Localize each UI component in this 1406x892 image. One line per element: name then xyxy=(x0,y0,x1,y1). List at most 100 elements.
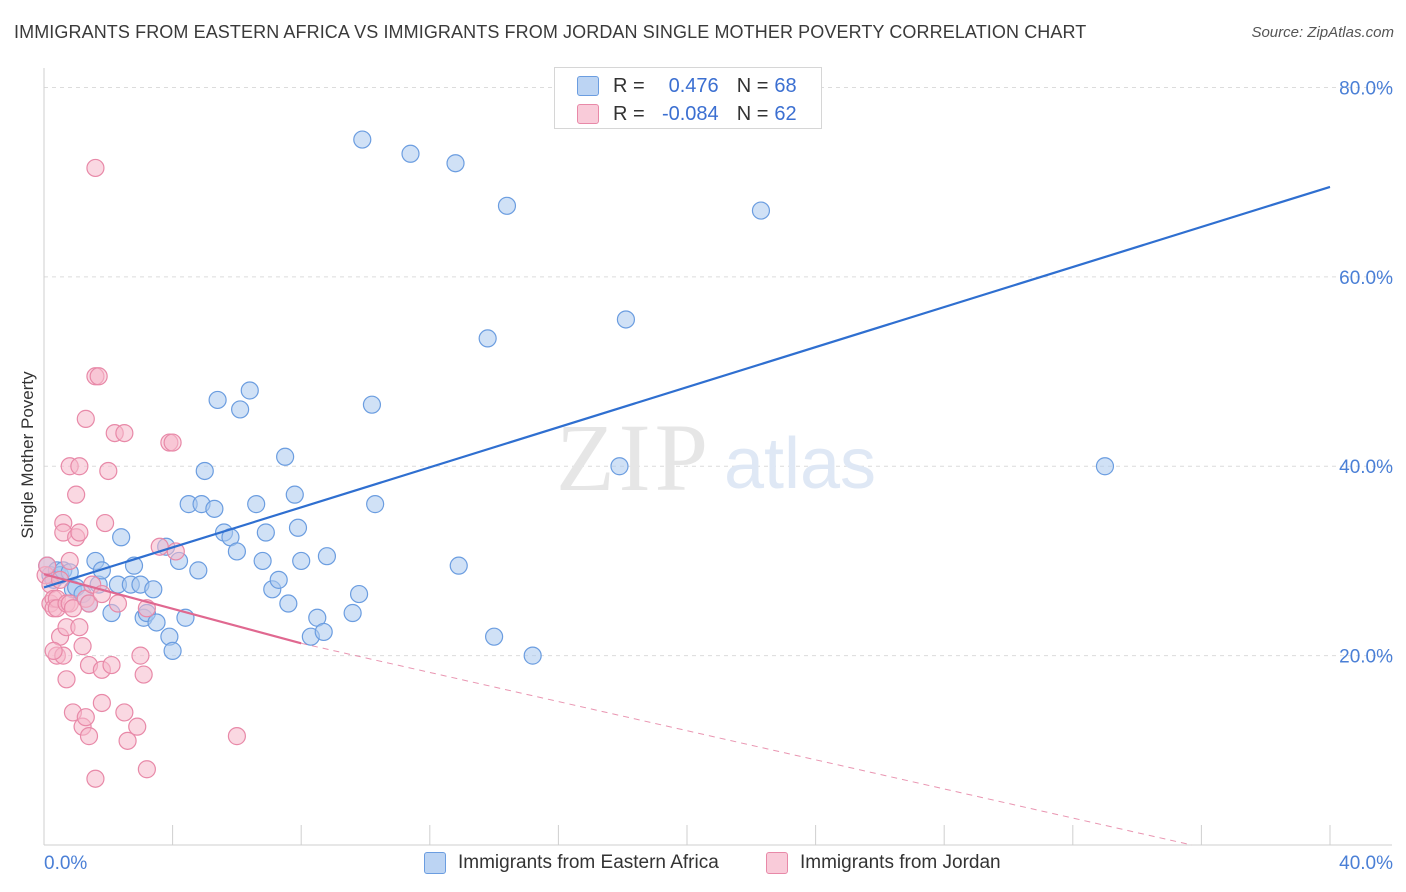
y-tick-label: 20.0% xyxy=(1339,647,1393,668)
point-eastern-africa xyxy=(256,523,275,542)
chart-title: IMMIGRANTS FROM EASTERN AFRICA VS IMMIGR… xyxy=(14,22,1087,42)
point-eastern-africa xyxy=(285,485,304,504)
grid-layer xyxy=(44,86,1392,657)
watermark-atlas: atlas xyxy=(724,424,876,504)
x-axis-min-label: 0.0% xyxy=(44,853,88,874)
point-eastern-africa xyxy=(485,627,504,646)
point-eastern-africa xyxy=(366,495,385,514)
y-tick-label: 80.0% xyxy=(1339,78,1393,99)
point-eastern-africa xyxy=(195,461,214,481)
stats-legend: R = 0.476 N = 68 R = -0.084 N = 62 xyxy=(554,67,822,129)
series-legend: Immigrants from Eastern Africa Immigrant… xyxy=(0,852,1406,878)
point-jordan xyxy=(76,708,95,727)
x-axis-max-label: 40.0% xyxy=(1339,853,1393,874)
legend-label: Immigrants from Jordan xyxy=(800,852,1001,873)
tick-label-layer: 20.0% 40.0% 60.0% 80.0% xyxy=(1339,78,1393,667)
point-jordan xyxy=(102,655,121,675)
point-eastern-africa xyxy=(112,528,131,547)
watermark-zip: ZIP xyxy=(556,404,712,511)
trendline-jordan-extension xyxy=(301,642,1192,846)
point-jordan xyxy=(163,433,182,452)
stats-row-jordan: R = -0.084 N = 62 xyxy=(577,100,797,128)
point-eastern-africa xyxy=(144,580,163,599)
point-jordan xyxy=(227,727,246,746)
point-eastern-africa xyxy=(610,457,629,476)
stats-row-eastern-africa: R = 0.476 N = 68 xyxy=(577,72,797,100)
y-tick-label: 40.0% xyxy=(1339,457,1393,478)
point-jordan xyxy=(108,594,128,613)
point-jordan xyxy=(38,556,57,575)
point-eastern-africa xyxy=(449,556,468,575)
point-eastern-africa xyxy=(247,495,266,514)
blue-swatch xyxy=(424,852,446,874)
legend-item-jordan[interactable]: Immigrants from Jordan xyxy=(766,852,1001,874)
n-label: N = xyxy=(736,102,769,125)
point-eastern-africa xyxy=(269,570,288,589)
point-eastern-africa xyxy=(446,154,465,173)
point-jordan xyxy=(79,727,99,746)
point-eastern-africa xyxy=(616,310,636,329)
point-jordan xyxy=(57,670,76,689)
point-eastern-africa xyxy=(349,584,369,604)
point-jordan xyxy=(67,485,86,504)
point-jordan xyxy=(44,641,63,660)
legend-label: Immigrants from Eastern Africa xyxy=(458,852,719,873)
point-eastern-africa xyxy=(189,561,208,580)
point-eastern-africa xyxy=(253,551,272,571)
point-eastern-africa xyxy=(478,329,497,348)
point-eastern-africa xyxy=(205,499,224,518)
point-jordan xyxy=(131,646,150,665)
point-eastern-africa xyxy=(163,641,182,660)
r-label: R = xyxy=(613,74,645,97)
point-jordan xyxy=(70,523,89,542)
point-jordan xyxy=(134,665,153,684)
point-jordan xyxy=(73,637,92,656)
y-tick-label: 60.0% xyxy=(1339,268,1393,289)
point-eastern-africa xyxy=(231,400,250,419)
r-value: 0.476 xyxy=(668,74,719,97)
trendline-jordan xyxy=(43,573,302,645)
point-jordan xyxy=(79,594,99,613)
point-eastern-africa xyxy=(353,130,372,149)
point-jordan xyxy=(92,693,111,713)
watermark: ZIP atlas xyxy=(556,404,876,511)
point-jordan xyxy=(115,423,134,443)
point-jordan xyxy=(118,731,137,750)
point-jordan xyxy=(137,760,156,779)
point-jordan xyxy=(86,158,105,178)
point-eastern-africa xyxy=(401,144,420,163)
point-eastern-africa xyxy=(523,646,542,665)
point-jordan xyxy=(95,513,115,533)
point-jordan xyxy=(115,703,134,722)
point-eastern-africa xyxy=(362,395,382,414)
point-eastern-africa xyxy=(227,542,246,561)
point-jordan xyxy=(86,769,105,788)
r-label: R = xyxy=(613,102,645,125)
r-value: -0.084 xyxy=(661,102,719,125)
legend-item-eastern-africa[interactable]: Immigrants from Eastern Africa xyxy=(424,852,719,874)
point-eastern-africa xyxy=(292,551,311,571)
point-eastern-africa xyxy=(276,447,295,466)
pink-swatch xyxy=(577,104,599,124)
trendline-eastern-africa xyxy=(43,185,1331,589)
point-eastern-africa xyxy=(317,547,337,566)
point-jordan xyxy=(70,618,89,637)
point-eastern-africa xyxy=(208,390,227,410)
point-eastern-africa xyxy=(314,622,333,642)
point-jordan xyxy=(128,717,147,736)
axis-layer xyxy=(43,68,1392,846)
point-jordan xyxy=(60,551,79,571)
point-jordan xyxy=(99,461,118,481)
n-label: N = xyxy=(736,74,769,97)
point-jordan xyxy=(89,367,108,386)
point-eastern-africa xyxy=(288,518,308,537)
source-credit: Source: ZipAtlas.com xyxy=(1251,24,1394,41)
point-jordan xyxy=(76,409,95,428)
n-value: 62 xyxy=(774,102,797,125)
point-eastern-africa xyxy=(1095,457,1115,476)
point-eastern-africa xyxy=(240,381,259,400)
point-jordan xyxy=(70,457,89,476)
point-eastern-africa xyxy=(147,613,166,632)
n-value: 68 xyxy=(774,74,797,97)
